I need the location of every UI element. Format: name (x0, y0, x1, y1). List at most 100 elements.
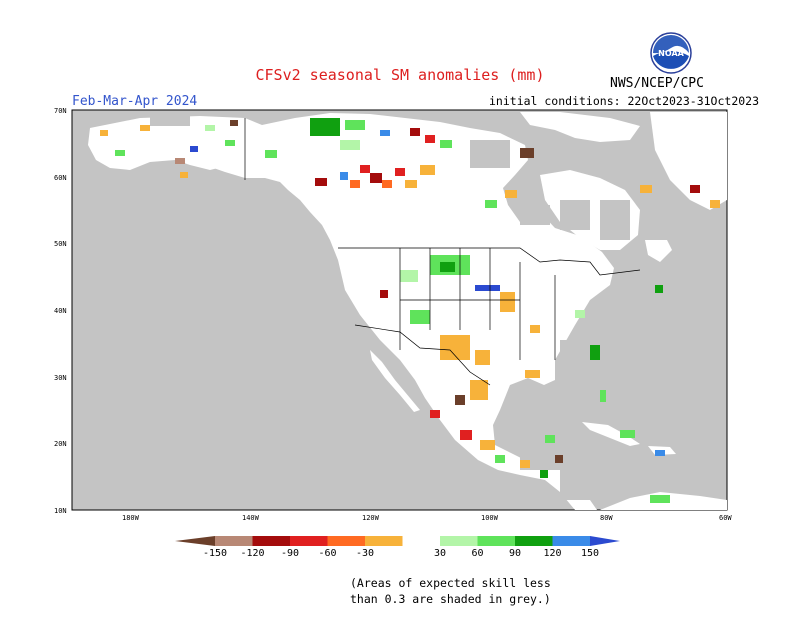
lat-label: 50N (54, 240, 67, 248)
colorbar-segment (552, 536, 590, 546)
colorbar: -150 -120 -90 -60 -30 30 60 90 120 150 (175, 536, 620, 559)
anomaly-cell (115, 150, 125, 156)
anomaly-cell (555, 455, 563, 463)
anomaly-cell (430, 410, 440, 418)
anomaly-cell (310, 118, 340, 136)
map-title: CFSv2 seasonal SM anomalies (mm) (255, 66, 545, 84)
longitude-labels: 180W 140W 120W 100W 80W 60W (122, 514, 732, 522)
colorbar-label: -60 (318, 548, 336, 559)
anomaly-cell (480, 440, 495, 450)
noaa-logo: NOAA (650, 32, 692, 74)
low-skill-area (560, 200, 590, 230)
anomaly-cell (655, 285, 663, 293)
lat-label: 60N (54, 174, 67, 182)
cuba (582, 422, 640, 446)
anomaly-cell (340, 172, 348, 180)
anomaly-cell (205, 125, 215, 131)
lon-label: 120W (362, 514, 380, 522)
anomaly-cell (175, 158, 185, 164)
colorbar-label: -90 (281, 548, 299, 559)
low-skill-area (600, 200, 630, 240)
north-america-landmass (168, 113, 614, 510)
skill-footnote-line1: (Areas of expected skill less (350, 576, 551, 590)
anomaly-cell (140, 125, 150, 131)
arctic-islands (520, 112, 640, 142)
anomaly-cell (400, 270, 418, 282)
colorbar-segment (252, 536, 290, 546)
anomaly-cell (525, 370, 540, 378)
lon-label: 60W (719, 514, 732, 522)
anomaly-cell (475, 350, 490, 365)
anomaly-cell (655, 450, 665, 456)
anomaly-cell (590, 345, 600, 360)
anomaly-cell (315, 178, 327, 186)
anomaly-cell (650, 495, 670, 503)
anomaly-cell (500, 292, 515, 312)
anomaly-cell (470, 380, 488, 400)
anomaly-cell (505, 190, 517, 198)
colorbar-label: 150 (581, 548, 599, 559)
colorbar-segment (365, 536, 403, 546)
anomaly-cell (495, 455, 505, 463)
us-mexico-border (354, 324, 491, 386)
anomaly-cell (230, 120, 238, 126)
agency-label: NWS/NCEP/CPC (610, 76, 704, 91)
low-skill-area (150, 112, 190, 126)
anomaly-cell (382, 180, 392, 188)
colorbar-label: 60 (471, 548, 483, 559)
alaska-landmass (88, 116, 262, 170)
colorbar-segment (327, 536, 365, 546)
anomaly-cell (460, 430, 472, 440)
colorbar-segment (290, 536, 328, 546)
anomaly-cell (180, 172, 188, 178)
anomaly-cell (690, 185, 700, 193)
colorbar-segment (402, 536, 440, 546)
colorbar-segment (215, 536, 253, 546)
colorbar-label: -120 (240, 548, 264, 559)
anomaly-cell (100, 130, 108, 136)
anomaly-cell (620, 430, 635, 438)
anomaly-cell (410, 128, 420, 136)
colorbar-arrow-right (590, 536, 620, 546)
anomaly-cell (640, 185, 652, 193)
anomaly-cell (410, 310, 430, 324)
low-skill-areas (150, 112, 680, 500)
latitude-labels: 70N 60N 50N 40N 30N 20N 10N (54, 107, 67, 515)
lon-label: 80W (600, 514, 613, 522)
greenland (650, 112, 727, 210)
colorbar-segment (515, 536, 553, 546)
lat-label: 20N (54, 440, 67, 448)
anomaly-cell (530, 325, 540, 333)
noaa-logo-text: NOAA (658, 49, 684, 58)
colorbar-arrow-left (175, 536, 215, 546)
anomaly-cell (485, 200, 497, 208)
anomaly-cell (440, 335, 470, 360)
anomaly-cell (600, 390, 606, 402)
lon-label: 140W (242, 514, 260, 522)
low-skill-area (560, 340, 590, 370)
colorbar-label: 120 (543, 548, 561, 559)
anomaly-cell (190, 146, 198, 152)
newfoundland (645, 236, 672, 262)
low-skill-area (520, 205, 550, 225)
anomaly-cell (380, 290, 388, 298)
anomaly-cell (520, 148, 534, 158)
lat-label: 70N (54, 107, 67, 115)
initial-conditions-label: initial conditions: 22Oct2023-31Oct2023 (489, 94, 760, 108)
anomaly-cell (340, 140, 360, 150)
anomaly-cell (575, 310, 585, 318)
anomaly-cell (520, 460, 530, 468)
low-skill-area (560, 460, 590, 500)
anomaly-cell (440, 262, 455, 272)
anomaly-cell (265, 150, 277, 158)
anomaly-cell (225, 140, 235, 146)
anomaly-cell (370, 173, 382, 183)
colorbar-label: -150 (203, 548, 227, 559)
anomaly-cell (545, 435, 555, 443)
colorbar-label: 30 (434, 548, 446, 559)
anomaly-cell (425, 135, 435, 143)
anomaly-cell (395, 168, 405, 176)
lat-label: 10N (54, 507, 67, 515)
colorbar-label: 90 (509, 548, 521, 559)
low-skill-area (470, 140, 510, 168)
